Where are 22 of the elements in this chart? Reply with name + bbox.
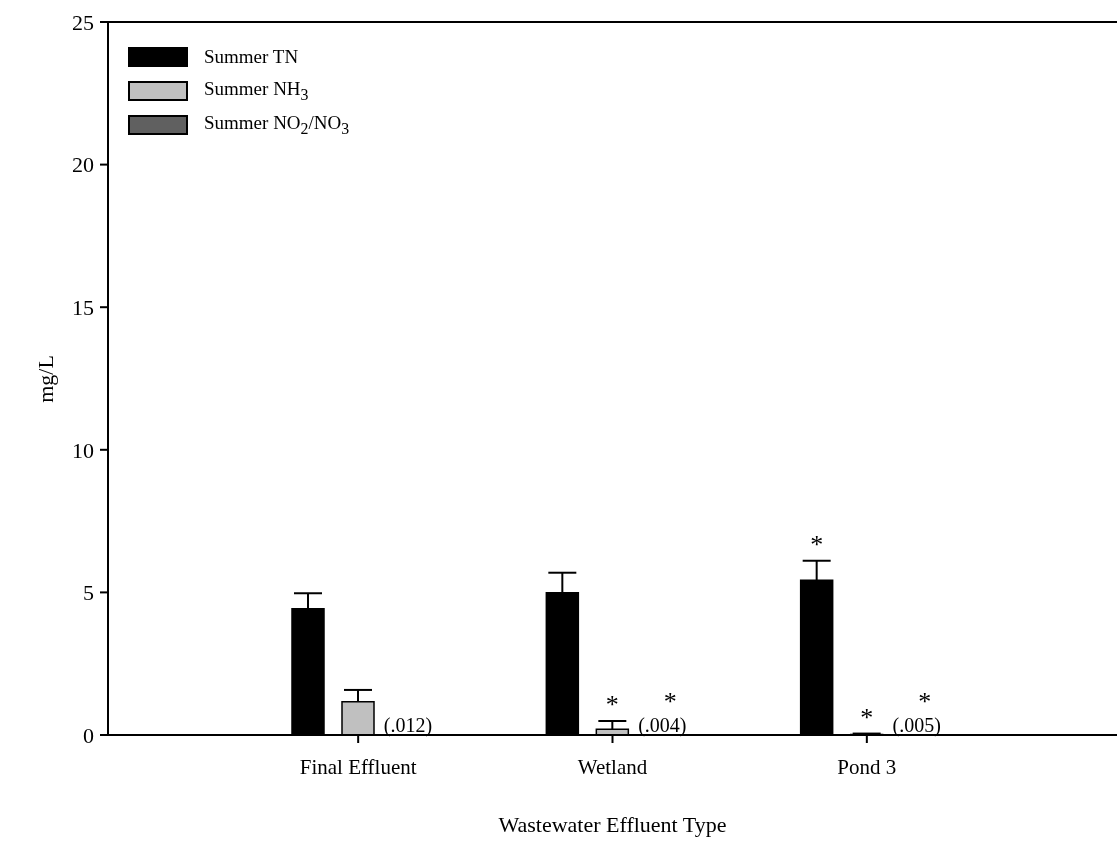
annotation: * [663,686,677,716]
y-tick-label: 20 [72,152,94,178]
legend-label: Summer NH$_{3}$ [204,78,309,104]
y-tick-label: 0 [83,722,94,748]
y-axis-title: mg/L [33,354,59,403]
x-tick-label: Wetland [577,754,648,779]
data-label: (.005) [892,713,941,737]
y-tick-label: 10 [72,437,94,463]
x-tick-label: Final Effluent [299,754,417,779]
data-label: * [605,690,619,720]
annotation: * [918,686,932,716]
data-label: * [860,702,874,732]
x-axis-title: Wastewater Effluent Type [498,812,727,837]
x-tick-label: Pond 3 [837,754,897,779]
data-label: * [810,529,824,559]
legend-label: Summer TN [204,46,299,68]
y-tick-label: 25 [72,9,94,35]
legend-label: Summer NO$_{2}$/NO$_{3}$ [204,112,350,138]
y-tick-label: 15 [72,295,94,321]
data-label: (.004) [638,713,687,737]
data-label: (.012) [383,713,433,737]
y-tick-label: 5 [83,580,94,606]
